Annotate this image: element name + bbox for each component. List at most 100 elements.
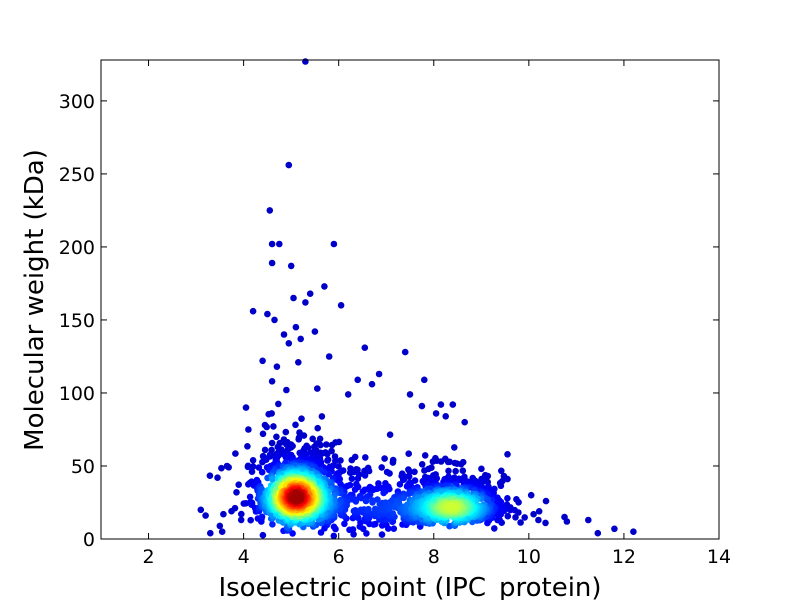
data-point — [337, 480, 344, 488]
data-point — [542, 497, 550, 505]
x-axis-label: Isoelectric point (IPC_protein) — [218, 573, 601, 600]
data-point — [321, 283, 328, 290]
data-point — [218, 464, 225, 472]
data-point — [494, 494, 501, 502]
data-point — [375, 480, 382, 487]
data-point — [314, 424, 322, 432]
data-point — [421, 376, 428, 384]
data-point — [302, 58, 309, 65]
data-point — [309, 435, 317, 443]
data-point — [283, 386, 290, 394]
data-point — [354, 475, 362, 482]
data-point — [453, 460, 461, 468]
data-point — [337, 302, 345, 309]
data-point — [361, 472, 369, 479]
data-point — [390, 525, 398, 532]
data-point — [386, 470, 393, 477]
data-point — [264, 310, 271, 318]
x-tick-label: 6 — [333, 546, 345, 568]
data-point — [325, 353, 333, 360]
data-point — [386, 431, 394, 439]
data-point — [282, 428, 290, 436]
data-point — [380, 489, 387, 497]
data-point — [285, 161, 293, 169]
data-point — [406, 468, 414, 476]
data-point — [594, 529, 602, 537]
data-point — [344, 391, 352, 398]
x-tick-label: 12 — [612, 546, 636, 568]
data-point — [233, 489, 240, 496]
x-tick-label: 14 — [707, 546, 731, 568]
data-point — [478, 465, 485, 473]
data-point — [611, 525, 618, 533]
data-point — [494, 516, 501, 524]
data-point — [271, 316, 278, 324]
data-point — [504, 495, 511, 502]
data-point — [298, 415, 305, 423]
data-point — [318, 413, 326, 420]
data-point — [245, 426, 252, 433]
x-tick-label: 8 — [428, 546, 440, 568]
y-axis: 0 50 100 150 200 250 300 — [59, 91, 719, 551]
data-point — [214, 474, 221, 482]
data-point — [372, 520, 379, 528]
data-point — [248, 468, 256, 476]
data-point — [378, 531, 386, 538]
data-point — [246, 493, 254, 501]
data-point — [406, 391, 414, 398]
data-point — [244, 463, 252, 471]
data-point — [328, 441, 336, 449]
data-point — [389, 459, 397, 466]
data-point — [330, 523, 338, 531]
data-point — [357, 494, 365, 502]
data-point — [268, 378, 276, 385]
data-point — [421, 452, 429, 459]
data-point — [381, 455, 388, 462]
data-point — [295, 359, 302, 366]
y-tick-label: 200 — [59, 237, 95, 259]
data-point — [378, 464, 386, 471]
data-point — [389, 510, 397, 517]
data-point — [197, 506, 205, 514]
data-point — [259, 430, 267, 438]
data-point — [411, 468, 418, 476]
data-point — [403, 483, 411, 490]
data-point — [396, 481, 404, 488]
data-point — [231, 504, 239, 512]
data-point — [235, 481, 242, 489]
data-point — [323, 441, 330, 448]
data-point — [297, 335, 305, 343]
data-point — [249, 457, 257, 464]
data-point — [365, 505, 372, 513]
data-point — [206, 472, 214, 480]
data-point — [432, 410, 440, 417]
data-point — [314, 385, 321, 392]
data-point — [341, 520, 348, 528]
data-point — [512, 514, 519, 521]
data-point — [262, 456, 270, 464]
data-point — [269, 521, 276, 528]
data-point — [207, 529, 214, 537]
data-point — [401, 348, 409, 356]
data-point — [369, 486, 377, 494]
data-point — [258, 468, 266, 476]
data-point — [459, 467, 467, 475]
data-point — [335, 463, 342, 470]
data-point — [290, 294, 297, 302]
data-point — [351, 486, 359, 493]
data-point — [216, 522, 224, 530]
data-point — [280, 331, 288, 338]
data-point — [362, 454, 369, 461]
data-point — [504, 475, 511, 483]
data-point — [348, 475, 356, 483]
data-point — [302, 299, 309, 306]
data-point — [535, 516, 542, 524]
data-point — [418, 402, 426, 410]
x-tick-label: 10 — [517, 546, 541, 568]
data-points — [197, 58, 637, 540]
data-point — [330, 532, 338, 540]
data-point — [294, 492, 302, 499]
data-point — [352, 507, 359, 514]
data-point — [266, 207, 274, 214]
data-point — [220, 510, 227, 518]
